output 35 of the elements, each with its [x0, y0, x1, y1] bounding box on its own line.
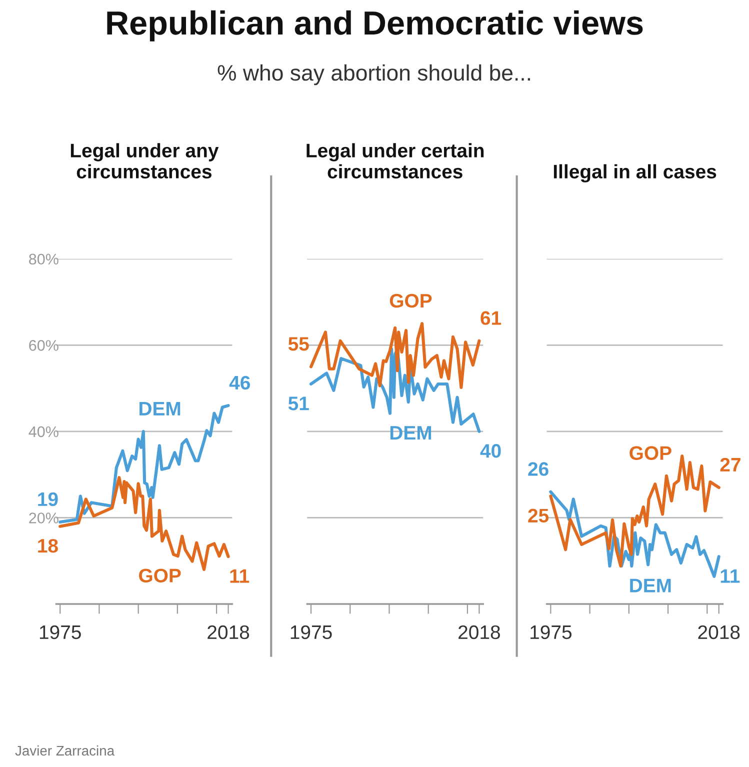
series-label: DEM	[140, 402, 180, 416]
data-label: 11	[230, 569, 250, 583]
data-label: 18	[38, 538, 58, 553]
data-label: 27	[720, 458, 740, 472]
data-label: 61	[480, 311, 502, 325]
text: % who say abortion should be...	[218, 64, 530, 86]
y-tick-label: 40%	[28, 426, 58, 438]
chart-title: Illegal in all cases	[554, 164, 716, 182]
x-tick-label: 1975	[290, 625, 332, 640]
chart-title: Legal under any circumstances	[70, 143, 219, 178]
series-label: GOP	[139, 568, 181, 582]
x-tick-label: 2018	[208, 625, 250, 640]
x-tick-label: 1975	[530, 625, 572, 640]
chart-title: Legal under certain circumstances	[306, 143, 484, 178]
data-label: 26	[528, 462, 548, 476]
x-tick-label: 2018	[458, 625, 500, 640]
y-tick-label: 60%	[29, 340, 58, 351]
series-label: GOP	[390, 294, 432, 308]
data-label: 51	[288, 396, 309, 410]
data-label: 25	[528, 508, 549, 523]
series-label: GOP	[630, 446, 672, 460]
data-label: 40	[480, 444, 501, 458]
y-tick-label: 80%	[29, 254, 58, 265]
text: Javier Zarracina	[15, 745, 115, 756]
data-label: 11	[720, 569, 740, 583]
line-series	[58, 404, 230, 524]
x-tick-label: 2018	[698, 625, 740, 640]
series-label: DEM	[390, 426, 432, 440]
text: Republican and Democratic views	[107, 10, 643, 42]
y-tick-label: 20%	[29, 512, 58, 524]
x-tick-label: 1975	[40, 625, 81, 640]
series-label: DEM	[630, 578, 671, 592]
data-label: 55	[288, 337, 309, 351]
data-label: 46	[229, 376, 250, 390]
data-label: 19	[38, 492, 58, 506]
